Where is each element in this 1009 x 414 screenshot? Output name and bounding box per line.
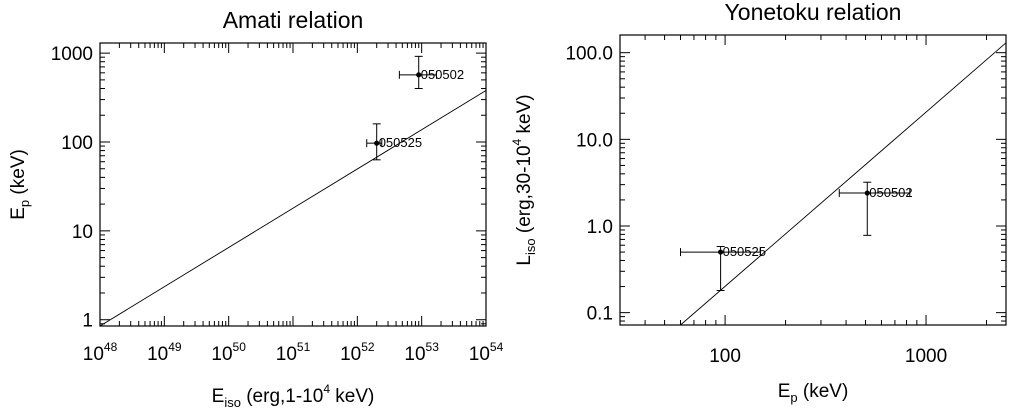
amati-y-label-sub: p xyxy=(17,200,32,207)
yonetoku-data-point-050502: 050502 xyxy=(838,181,913,236)
amati-x-tick-label: 1049 xyxy=(147,340,182,365)
data-point-label: 050502 xyxy=(869,185,912,200)
amati-x-label-sub: iso xyxy=(224,395,241,409)
yonetoku-x-label-sub: p xyxy=(790,390,797,405)
data-point-marker xyxy=(416,72,422,78)
yonetoku-y-tick-label: 0.1 xyxy=(587,304,613,325)
amati-x-label-rest2: keV) xyxy=(330,386,374,407)
yonetoku-y-label-sub: iso xyxy=(523,238,538,255)
amati-x-label-main: E xyxy=(212,386,225,407)
amati-x-label-sup: 4 xyxy=(323,382,330,396)
amati-x-tick-exp: 50 xyxy=(233,340,247,354)
amati-y-tick-label: 10 xyxy=(72,222,93,243)
yonetoku-x-tick-label: 100 xyxy=(709,346,741,367)
amati-x-tick-base: 10 xyxy=(469,344,490,365)
amati-x-label-rest: (erg,1-10 xyxy=(241,386,323,407)
amati-x-tick-base: 10 xyxy=(404,344,425,365)
yonetoku-y-label-rest: (erg,30-10 xyxy=(514,145,535,238)
data-point-marker xyxy=(374,140,380,146)
data-point-label: 050525 xyxy=(379,135,422,150)
amati-x-tick-base: 10 xyxy=(276,344,297,365)
amati-y-label-rest: (keV) xyxy=(8,149,29,200)
amati-x-tick-exp: 52 xyxy=(361,340,375,354)
yonetoku-fit-line xyxy=(680,42,1006,325)
yonetoku-x-label-main: E xyxy=(778,381,791,402)
yonetoku-y-tick-label: 1.0 xyxy=(587,217,613,238)
amati-data-point-050525: 050525 xyxy=(366,123,422,161)
amati-y-tick-label: 100 xyxy=(61,133,93,154)
yonetoku-x-label-rest: (keV) xyxy=(798,381,849,402)
yonetoku-x-tick-label: 1000 xyxy=(905,346,947,367)
yonetoku-y-label-main: L xyxy=(514,255,535,266)
amati-x-tick-base: 10 xyxy=(147,344,168,365)
amati-title: Amati relation xyxy=(223,7,364,33)
data-point-label: 050502 xyxy=(421,67,464,82)
yonetoku-y-axis-label: Liso (erg,30-104 keV) xyxy=(510,94,538,265)
data-point-marker xyxy=(864,190,870,196)
amati-x-tick-exp: 54 xyxy=(490,340,504,354)
yonetoku-y-tick-label: 100.0 xyxy=(565,44,613,65)
yonetoku-y-tick-label: 10.0 xyxy=(576,130,613,151)
amati-x-tick-exp: 51 xyxy=(297,340,311,354)
amati-x-tick-label: 1052 xyxy=(340,340,375,365)
amati-x-tick-base: 10 xyxy=(83,344,104,365)
amati-y-axis-label: Ep (keV) xyxy=(8,149,32,220)
amati-x-tick-label: 1048 xyxy=(83,340,118,365)
amati-x-tick-label: 1053 xyxy=(404,340,439,365)
yonetoku-x-axis-label: Ep (keV) xyxy=(778,381,849,405)
yonetoku-y-label-sup: 4 xyxy=(510,138,524,145)
yonetoku-chart: Yonetoku relation 100 1000 0.1 1.0 10.0 100.0 E… xyxy=(510,0,1007,405)
amati-y-label-main: E xyxy=(8,207,29,220)
yonetoku-y-label-rest2: keV) xyxy=(514,94,535,138)
amati-x-axis-label: Eiso (erg,1-104 keV) xyxy=(212,382,375,409)
data-point-marker xyxy=(717,249,724,255)
amati-x-tick-label: 1050 xyxy=(211,340,246,365)
amati-fit-line xyxy=(100,90,486,326)
amati-x-tick-base: 10 xyxy=(211,344,232,365)
amati-x-tick-base: 10 xyxy=(340,344,361,365)
amati-x-tick-exp: 48 xyxy=(104,340,118,354)
amati-y-tick-label: 1 xyxy=(82,311,93,332)
amati-data-point-050502: 050502 xyxy=(398,55,464,89)
amati-x-tick-exp: 49 xyxy=(168,340,182,354)
yonetoku-plot-frame xyxy=(619,34,1007,326)
amati-y-tick-label: 1000 xyxy=(51,44,93,65)
amati-plot-frame xyxy=(99,42,487,327)
amati-x-tick-label: 1051 xyxy=(276,340,311,365)
amati-x-tick-label: 1054 xyxy=(469,340,504,365)
yonetoku-data-point-050525: 050525 xyxy=(679,244,766,292)
yonetoku-title: Yonetoku relation xyxy=(725,0,902,25)
data-point-label: 050525 xyxy=(723,244,766,259)
amati-x-tick-exp: 53 xyxy=(426,340,440,354)
